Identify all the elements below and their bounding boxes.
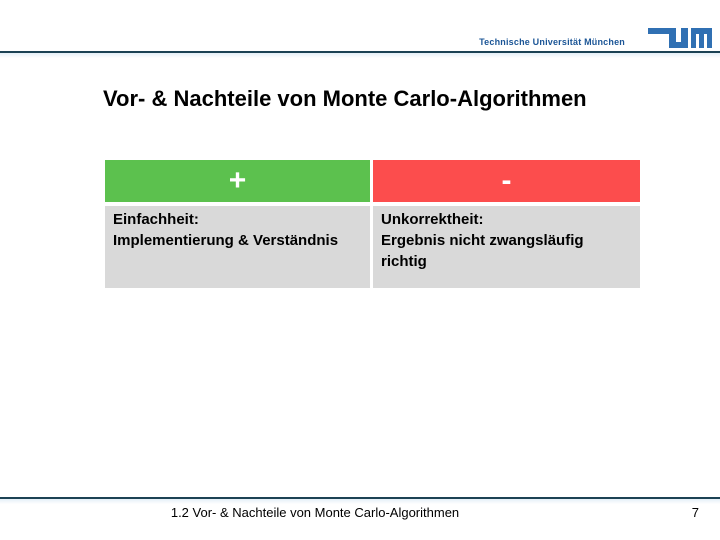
footer-divider-line — [0, 497, 720, 499]
header-divider-shadow — [0, 53, 720, 58]
footer-section-label: 1.2 Vor- & Nachteile von Monte Carlo-Alg… — [170, 505, 460, 520]
pros-header-cell: + — [105, 160, 370, 202]
pros-body-cell: Einfachheit: Implementierung & Verständn… — [105, 206, 370, 288]
page-number: 7 — [691, 505, 699, 520]
cons-header-cell: - — [373, 160, 640, 202]
footer-divider-shadow — [0, 499, 720, 504]
tum-logo-icon — [648, 28, 712, 48]
header-divider-line — [0, 51, 720, 53]
institution-label: Technische Universität München — [479, 37, 625, 47]
page-title: Vor- & Nachteile von Monte Carlo-Algorit… — [103, 86, 587, 111]
pros-cons-table: + - Einfachheit: Implementierung & Verst… — [105, 160, 640, 288]
cons-body-cell: Unkorrektheit: Ergebnis nicht zwangsläuf… — [373, 206, 640, 288]
